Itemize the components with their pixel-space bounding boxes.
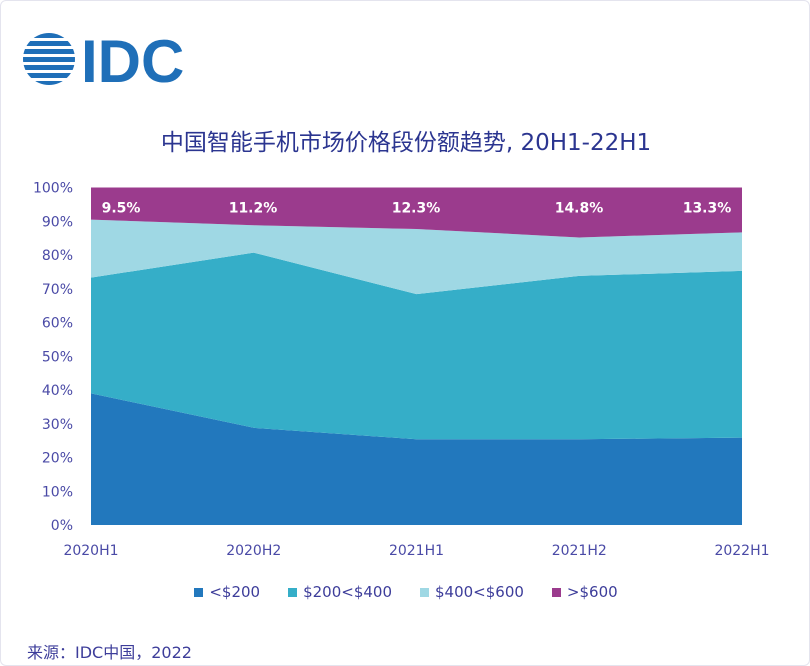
legend-item: $200<$400 (288, 583, 392, 601)
area--600 (91, 187, 742, 238)
x-tick-label: 2020H2 (226, 543, 281, 559)
legend-swatch (194, 587, 204, 597)
y-tick-label: 80% (42, 248, 73, 264)
legend-swatch (288, 587, 298, 597)
source-note: 来源：IDC中国，2022 (27, 643, 192, 662)
data-label: 14.8% (555, 201, 604, 217)
x-tick-label: 2021H1 (389, 543, 444, 559)
y-tick-label: 10% (42, 484, 73, 500)
legend-label: >$600 (566, 583, 618, 601)
legend: <$200 $200<$400 $400<$600 >$600 (1, 583, 809, 601)
data-label: 9.5% (102, 201, 141, 217)
legend-swatch (551, 587, 561, 597)
y-tick-label: 0% (51, 518, 73, 534)
x-tick-label: 2020H1 (63, 543, 118, 559)
legend-label: $200<$400 (303, 583, 392, 601)
y-tick-label: 100% (33, 181, 73, 197)
legend-label: $400<$600 (435, 583, 524, 601)
y-tick-label: 70% (42, 282, 73, 298)
y-tick-label: 60% (42, 316, 73, 332)
x-tick-label: 2021H2 (552, 543, 607, 559)
y-tick-label: 90% (42, 214, 73, 230)
stacked-area-chart: 0% 10% 20% 30% 40% 50% 60% 70% 80% 90% 100% 2020H1 2… (33, 181, 770, 560)
y-tick-label: 20% (42, 451, 73, 467)
data-label: 12.3% (392, 201, 441, 217)
data-label: 11.2% (229, 201, 278, 217)
y-tick-label: 50% (42, 349, 73, 365)
x-tick-label: 2022H1 (714, 543, 769, 559)
legend-swatch (420, 587, 429, 597)
area--200-400 (91, 252, 742, 440)
area--200 (91, 393, 742, 525)
legend-item: >$600 (551, 583, 618, 601)
legend-item: <$200 (194, 583, 260, 601)
y-tick-label: 30% (42, 417, 73, 433)
chart-title: 中国智能手机市场价格段份额趋势, 20H1-22H1 (160, 130, 652, 156)
area--400-600 (91, 219, 742, 295)
legend-item: $400<$600 (420, 583, 524, 601)
svg-text:IDC: IDC (81, 29, 184, 89)
legend-label: <$200 (209, 583, 261, 601)
idc-logo: IDC (23, 29, 184, 89)
data-label: 13.3% (683, 201, 732, 217)
y-tick-label: 40% (42, 383, 73, 399)
